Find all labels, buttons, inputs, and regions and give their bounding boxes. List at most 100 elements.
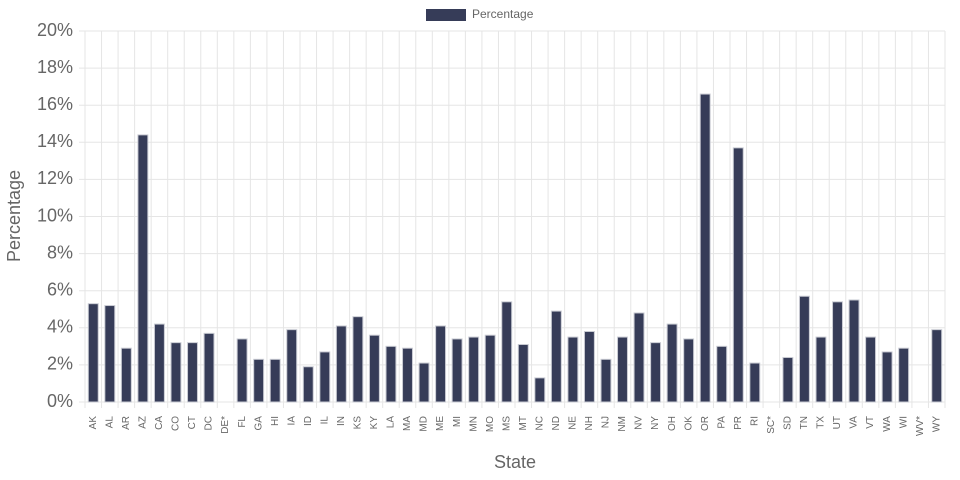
bar: [137, 134, 149, 403]
bar: [650, 342, 662, 403]
x-tick-label: AL: [104, 416, 115, 429]
x-tick-label: IL: [319, 416, 330, 425]
y-tick-label: 16%: [37, 94, 73, 114]
bar: [302, 366, 314, 403]
y-tick-label: 20%: [37, 20, 73, 40]
bar: [782, 356, 794, 403]
x-tick-label: NJ: [601, 416, 612, 428]
x-tick-label: PR: [733, 416, 744, 430]
bar: [335, 325, 347, 403]
x-tick-label: AK: [88, 416, 99, 430]
bar: [865, 336, 877, 403]
bar: [352, 316, 364, 403]
bar: [550, 310, 562, 403]
legend-label: Percentage: [472, 7, 534, 21]
x-tick-label: KS: [353, 416, 364, 430]
bar: [253, 358, 265, 403]
x-tick-label: NY: [650, 416, 661, 430]
bar: [170, 342, 182, 403]
x-tick-label: WY: [931, 416, 942, 432]
bar: [898, 347, 910, 403]
bar: [716, 345, 728, 403]
bar: [931, 329, 943, 403]
bar: [451, 338, 463, 403]
x-tick-label: MI: [452, 416, 463, 427]
bar: [385, 345, 397, 403]
y-tick-label: 4%: [47, 317, 73, 337]
bar: [699, 93, 711, 403]
x-tick-label: SC*: [766, 416, 777, 434]
x-tick-label: NE: [568, 416, 579, 430]
bar: [484, 334, 496, 403]
bar: [87, 303, 99, 403]
x-tick-label: RI: [749, 416, 760, 426]
x-tick-label: MN: [468, 416, 479, 432]
x-tick-label: CT: [187, 416, 198, 429]
x-tick-label: WA: [882, 416, 893, 432]
x-tick-label: KY: [369, 416, 380, 430]
bar: [269, 358, 281, 403]
x-tick-label: ME: [435, 416, 446, 431]
y-tick-label: 0%: [47, 391, 73, 411]
x-tick-label: VT: [865, 416, 876, 429]
x-tick-label: MA: [402, 416, 413, 431]
bar: [236, 338, 248, 403]
bar: [583, 331, 595, 403]
bar: [501, 301, 513, 403]
x-tick-label: WI: [898, 416, 909, 428]
x-tick-label: SD: [783, 416, 794, 430]
x-tick-label: NH: [584, 416, 595, 430]
bar: [534, 377, 546, 403]
bar: [517, 343, 529, 403]
x-tick-label: TX: [816, 416, 827, 429]
bar: [418, 362, 430, 403]
x-tick-label: TN: [799, 416, 810, 429]
bar: [798, 295, 810, 403]
x-tick-label: NV: [634, 416, 645, 430]
bar: [120, 347, 132, 403]
bar: [153, 323, 165, 403]
y-tick-label: 14%: [37, 131, 73, 151]
legend-swatch: [426, 9, 466, 21]
x-tick-label: OK: [683, 416, 694, 431]
bar: [600, 358, 612, 403]
y-tick-label: 12%: [37, 168, 73, 188]
x-tick-label: NM: [617, 416, 628, 432]
y-tick-label: 2%: [47, 354, 73, 374]
bar: [815, 336, 827, 403]
y-tick-label: 18%: [37, 57, 73, 77]
x-tick-label: PA: [716, 416, 727, 429]
bar: [617, 336, 628, 403]
x-tick-label: CO: [171, 416, 182, 431]
x-tick-label: OR: [700, 416, 711, 431]
x-tick-label: FL: [237, 416, 248, 428]
x-tick-label: CA: [154, 416, 165, 430]
bar: [402, 347, 413, 403]
x-tick-label: NC: [534, 416, 545, 430]
bar: [468, 336, 480, 403]
bar: [567, 336, 579, 403]
bar: [319, 351, 331, 403]
bar: [368, 334, 380, 403]
x-tick-label: MO: [485, 416, 496, 432]
x-tick-label: LA: [386, 416, 397, 429]
y-tick-label: 6%: [47, 279, 73, 299]
x-tick-label: OH: [667, 416, 678, 431]
x-tick-label: UT: [832, 416, 843, 429]
bar: [732, 147, 744, 403]
x-tick-label: GA: [253, 416, 264, 431]
y-tick-label: 8%: [47, 242, 73, 262]
bar: [666, 323, 678, 403]
bar: [633, 312, 645, 403]
y-axis-title: Percentage: [4, 170, 24, 262]
x-tick-label: DC: [204, 416, 215, 430]
bar: [435, 325, 447, 403]
x-tick-label: AZ: [138, 416, 149, 429]
x-tick-label: AR: [121, 416, 132, 430]
x-tick-label: MT: [518, 416, 529, 430]
bar: [749, 362, 761, 403]
bar: [286, 329, 298, 403]
x-tick-label: ND: [551, 416, 562, 430]
x-tick-label: VA: [849, 416, 860, 429]
